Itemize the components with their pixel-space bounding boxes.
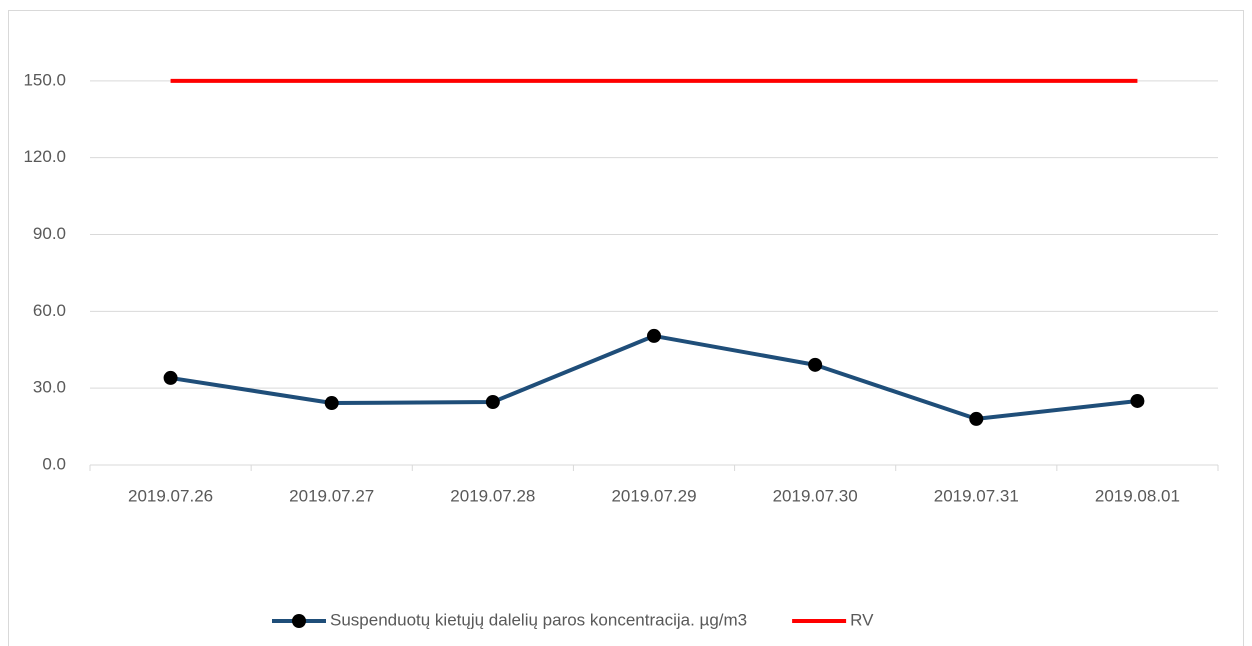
legend-label: RV [850, 610, 874, 629]
data-point [324, 396, 339, 411]
data-point [647, 328, 661, 343]
x-tick-label: 2019.07.30 [773, 486, 858, 505]
x-tick-label: 2019.07.31 [934, 486, 1019, 505]
y-tick-label: 0.0 [42, 454, 66, 473]
data-point [163, 370, 178, 385]
x-tick-label: 2019.08.01 [1095, 486, 1180, 505]
x-tick-label: 2019.07.28 [450, 486, 535, 505]
legend-label: Suspenduotų kietųjų dalelių paros koncen… [330, 610, 747, 629]
data-point [1130, 393, 1145, 408]
chart-frame [8, 10, 1244, 646]
legend-marker [292, 614, 306, 628]
data-point [808, 357, 823, 372]
x-tick-label: 2019.07.26 [128, 486, 213, 505]
x-tick-label: 2019.07.29 [611, 486, 696, 505]
y-tick-label: 90.0 [33, 224, 66, 243]
y-tick-label: 150.0 [23, 70, 66, 89]
y-tick-label: 120.0 [23, 147, 66, 166]
data-point [485, 394, 500, 409]
data-point [969, 411, 984, 426]
y-tick-label: 30.0 [33, 378, 66, 397]
y-tick-label: 60.0 [33, 301, 66, 320]
x-tick-label: 2019.07.27 [289, 486, 374, 505]
